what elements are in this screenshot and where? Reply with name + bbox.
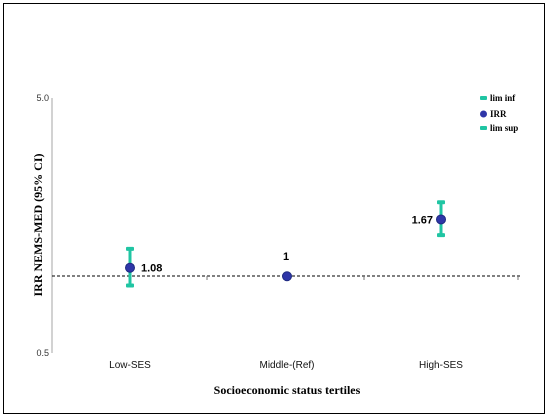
data-marks: 1.08 1 1.67 <box>125 200 519 288</box>
lim-inf-cap-2 <box>437 233 445 238</box>
data-label-1: 1 <box>283 251 289 263</box>
y-axis-title: IRR NEMS-MED (95% CI) <box>31 154 45 297</box>
x-tick-label-middle-ref: Middle-(Ref) <box>259 360 314 371</box>
legend: lim inf IRR lim sup <box>480 93 518 133</box>
y-tick-label-top: 5.0 <box>36 93 49 103</box>
x-tick-label-low-ses: Low-SES <box>109 360 151 371</box>
legend-irr-label: IRR <box>490 109 507 119</box>
data-label-2: 1.67 <box>412 214 433 226</box>
lim-sup-cap-0 <box>126 246 134 251</box>
chart-frame <box>3 3 545 414</box>
lim-inf-cap-0 <box>126 283 134 288</box>
x-axis-title: Socioeconomic status tertiles <box>214 383 361 397</box>
legend-lim-inf-marker <box>480 96 487 100</box>
legend-lim-inf-label: lim inf <box>490 93 516 103</box>
axes <box>51 98 522 353</box>
y-tick-label-bottom: 0.5 <box>36 348 49 358</box>
data-label-0: 1.08 <box>141 263 162 275</box>
lim-sup-cap-2 <box>437 200 445 205</box>
x-tick-label-high-ses: High-SES <box>419 360 463 371</box>
legend-lim-sup-label: lim sup <box>490 123 518 133</box>
irr-point-0 <box>125 262 135 273</box>
irr-point-1 <box>282 271 292 282</box>
irr-point-2 <box>436 214 446 225</box>
legend-lim-sup-marker <box>480 126 487 130</box>
legend-irr-marker <box>480 110 487 118</box>
